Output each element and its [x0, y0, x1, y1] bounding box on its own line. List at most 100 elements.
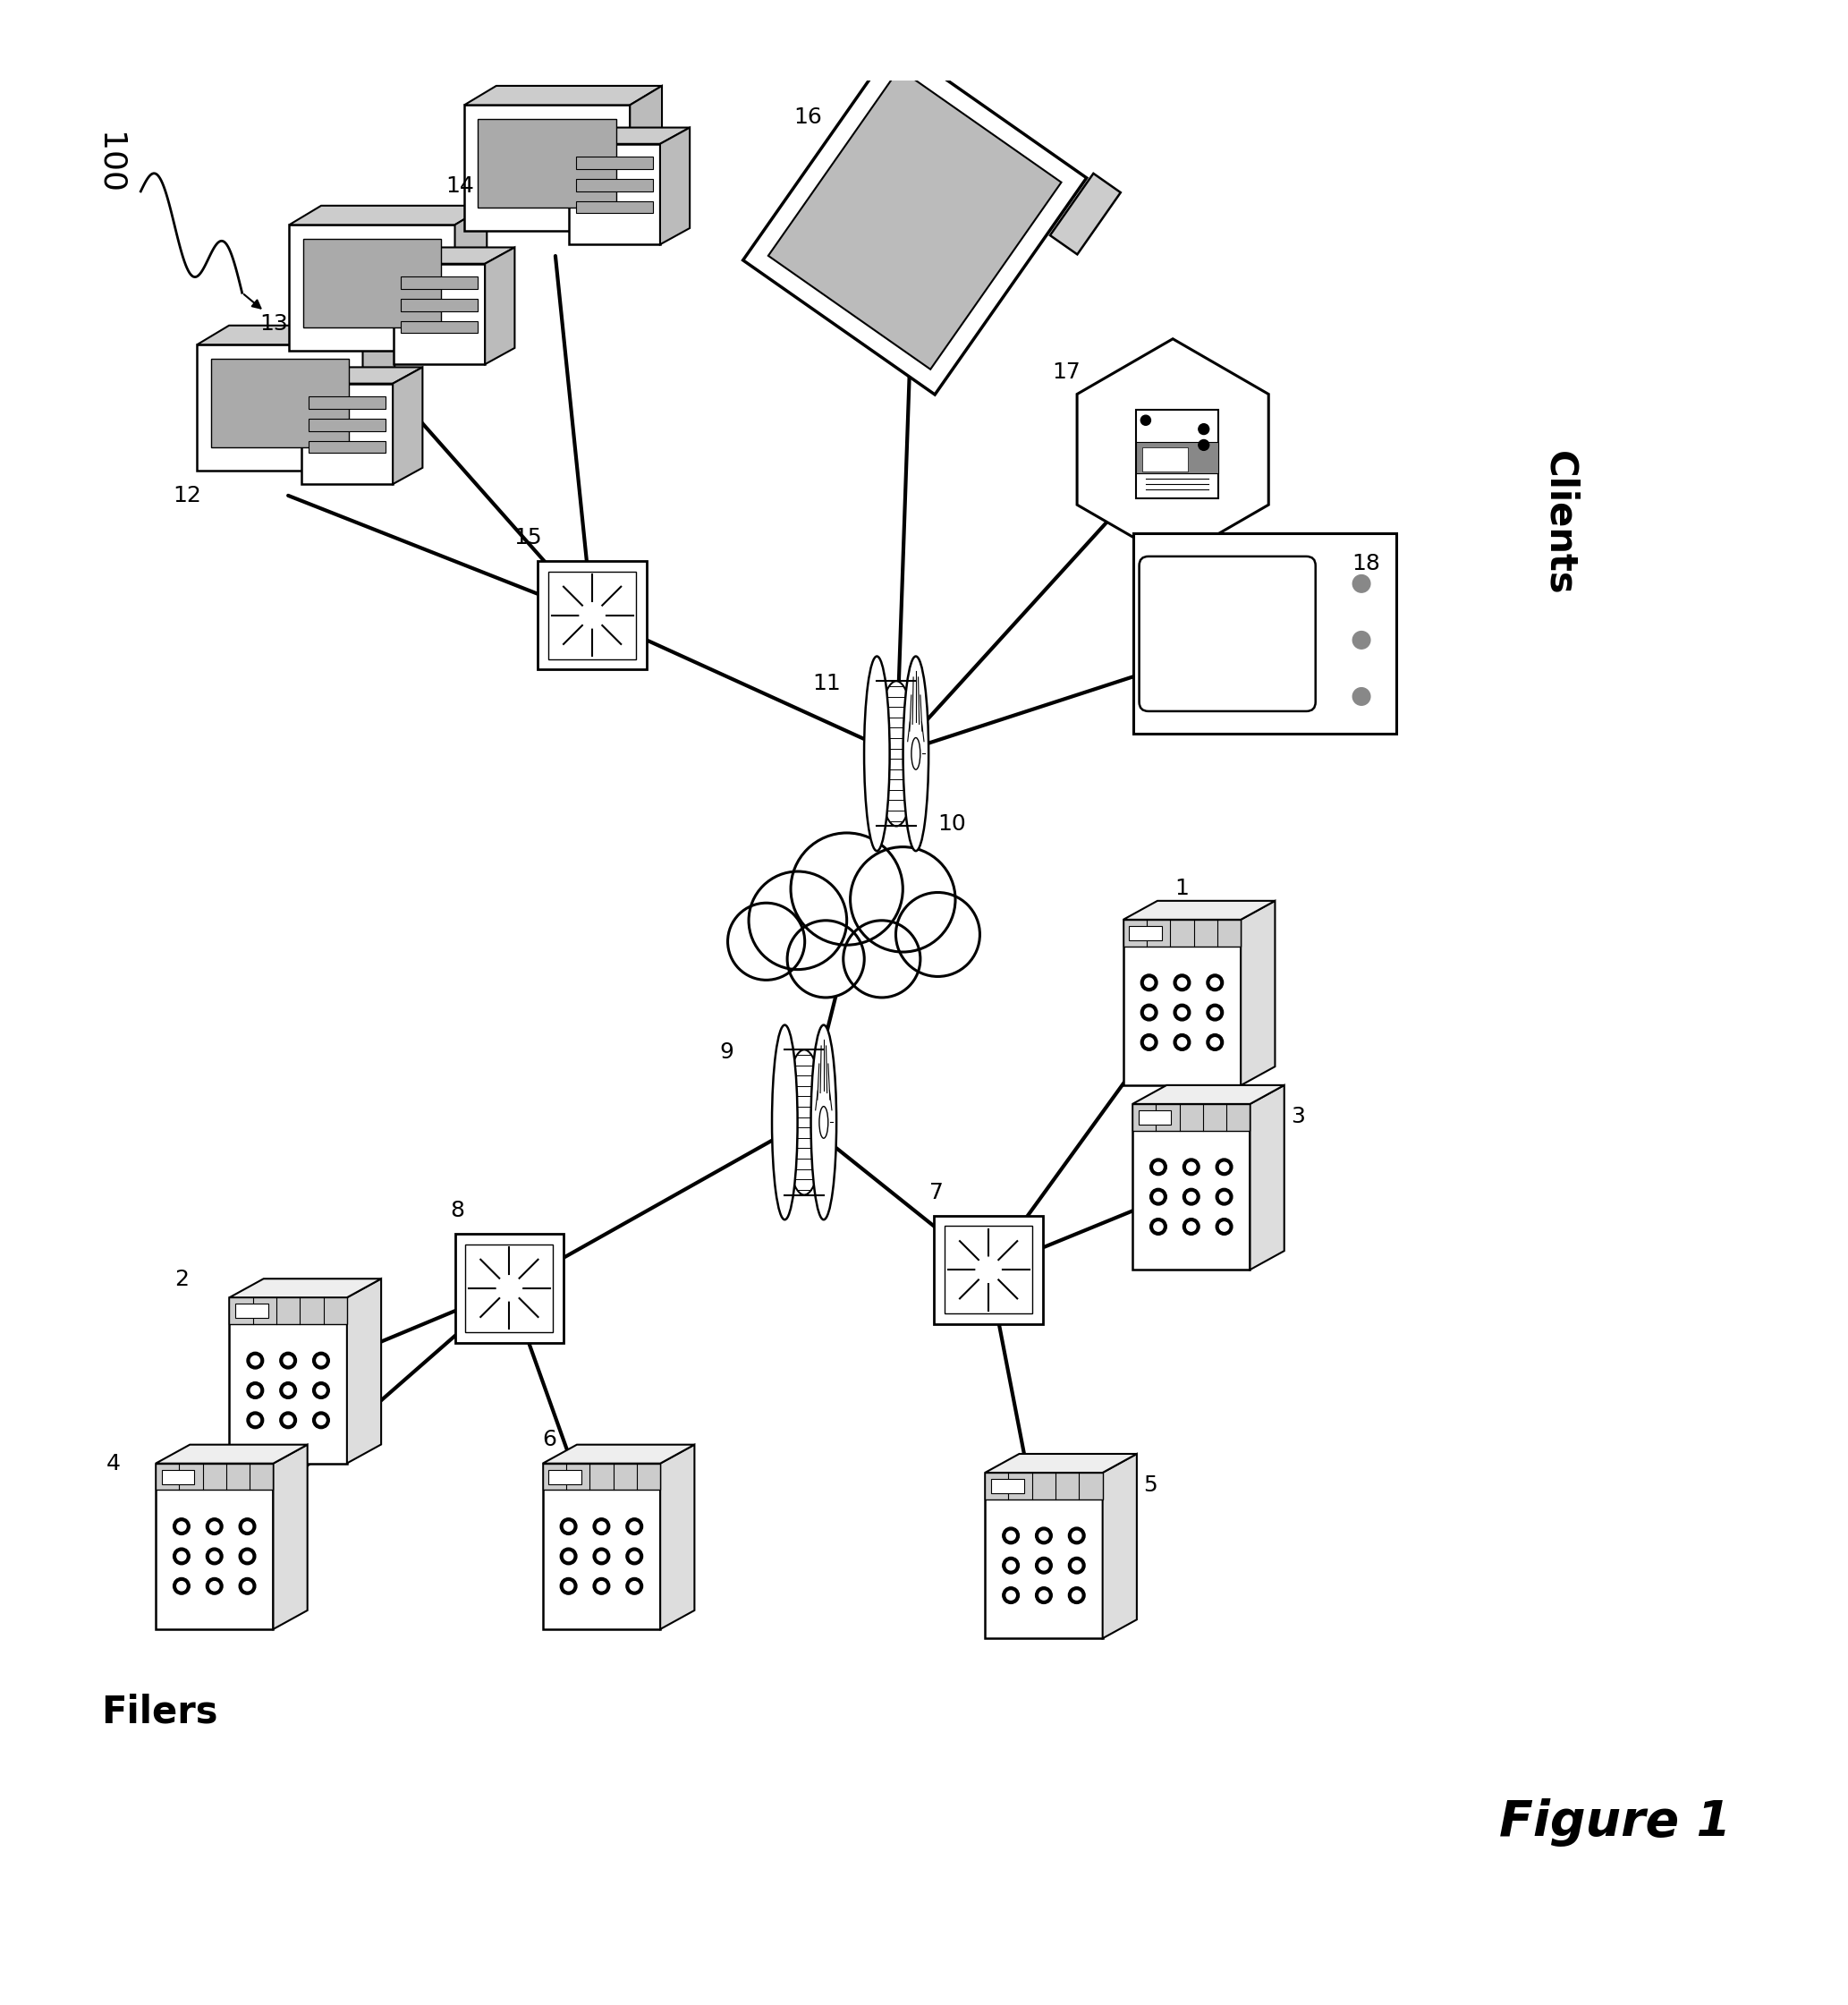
Polygon shape — [743, 44, 1087, 395]
Bar — [394, 265, 484, 365]
Ellipse shape — [811, 1025, 837, 1219]
Text: 8: 8 — [451, 1201, 466, 1221]
Circle shape — [1149, 1219, 1166, 1235]
Bar — [577, 178, 652, 190]
Circle shape — [896, 892, 979, 976]
Polygon shape — [229, 1279, 381, 1297]
Text: 17: 17 — [1052, 361, 1079, 383]
Circle shape — [1149, 1189, 1166, 1205]
Circle shape — [626, 1578, 643, 1594]
Circle shape — [242, 1582, 251, 1590]
Bar — [1138, 1111, 1172, 1125]
Polygon shape — [484, 247, 516, 365]
Circle shape — [1068, 1528, 1085, 1544]
Text: 10: 10 — [937, 812, 967, 834]
Circle shape — [1140, 1035, 1157, 1051]
Circle shape — [630, 1582, 639, 1590]
Polygon shape — [394, 247, 516, 265]
Polygon shape — [288, 207, 486, 225]
Circle shape — [211, 1582, 220, 1590]
Circle shape — [560, 1578, 577, 1594]
Circle shape — [580, 604, 604, 628]
Circle shape — [1216, 1219, 1233, 1235]
Circle shape — [1199, 439, 1209, 451]
Circle shape — [1007, 1590, 1015, 1600]
Circle shape — [1072, 1590, 1081, 1600]
Circle shape — [1173, 1005, 1190, 1021]
Bar — [464, 104, 630, 231]
Bar — [1137, 443, 1218, 473]
Polygon shape — [1050, 172, 1120, 255]
Circle shape — [1173, 974, 1190, 990]
Circle shape — [1199, 423, 1209, 435]
Circle shape — [593, 1578, 610, 1594]
Bar — [155, 1464, 274, 1630]
Circle shape — [174, 1518, 190, 1534]
Text: 3: 3 — [1292, 1107, 1305, 1127]
Bar — [1124, 920, 1240, 1085]
Circle shape — [1220, 1193, 1229, 1201]
Bar — [161, 1470, 194, 1484]
Polygon shape — [347, 1279, 381, 1464]
Polygon shape — [455, 207, 486, 351]
Circle shape — [1183, 1159, 1199, 1175]
Bar — [549, 1470, 582, 1484]
Circle shape — [1353, 632, 1369, 650]
Circle shape — [564, 1582, 573, 1590]
Circle shape — [1068, 1558, 1085, 1574]
Circle shape — [207, 1578, 224, 1594]
Bar — [543, 1464, 660, 1490]
Ellipse shape — [865, 656, 889, 850]
Circle shape — [1210, 1009, 1220, 1017]
Bar — [229, 1297, 347, 1323]
Bar — [229, 1297, 347, 1464]
FancyBboxPatch shape — [466, 1245, 553, 1331]
Circle shape — [597, 1552, 606, 1560]
Circle shape — [207, 1518, 224, 1534]
Text: 14: 14 — [445, 174, 473, 196]
Bar — [303, 239, 442, 327]
Circle shape — [248, 1351, 264, 1369]
Circle shape — [497, 1275, 521, 1301]
Circle shape — [1140, 974, 1157, 990]
Circle shape — [593, 1518, 610, 1534]
Polygon shape — [1249, 1085, 1284, 1269]
Circle shape — [1068, 1588, 1085, 1604]
FancyBboxPatch shape — [1138, 557, 1316, 712]
Circle shape — [850, 846, 955, 952]
Bar — [985, 1474, 1103, 1638]
Circle shape — [1207, 1005, 1223, 1021]
Circle shape — [1039, 1532, 1048, 1540]
Circle shape — [1183, 1219, 1199, 1235]
Circle shape — [279, 1351, 296, 1369]
Polygon shape — [769, 68, 1061, 369]
Circle shape — [1186, 1163, 1196, 1171]
Bar — [543, 1464, 660, 1630]
Circle shape — [626, 1548, 643, 1564]
Ellipse shape — [819, 1107, 828, 1139]
Text: 9: 9 — [719, 1041, 734, 1063]
Bar — [1142, 447, 1188, 471]
FancyBboxPatch shape — [935, 1215, 1042, 1323]
Text: 13: 13 — [259, 313, 288, 335]
Circle shape — [207, 1548, 224, 1564]
Circle shape — [976, 1257, 1002, 1283]
Circle shape — [787, 920, 865, 998]
Circle shape — [1153, 1163, 1162, 1171]
Ellipse shape — [772, 1025, 798, 1219]
Circle shape — [312, 1351, 329, 1369]
Bar — [235, 1303, 268, 1317]
Text: 6: 6 — [543, 1430, 556, 1450]
Circle shape — [1207, 1035, 1223, 1051]
Circle shape — [1153, 1193, 1162, 1201]
Circle shape — [316, 1385, 325, 1395]
Circle shape — [1035, 1558, 1052, 1574]
Circle shape — [1207, 974, 1223, 990]
Bar — [577, 201, 652, 213]
Circle shape — [242, 1522, 251, 1532]
Circle shape — [1002, 1528, 1020, 1544]
Text: 12: 12 — [172, 485, 201, 507]
Text: 18: 18 — [1353, 553, 1380, 575]
Circle shape — [1153, 1221, 1162, 1231]
Circle shape — [1072, 1562, 1081, 1570]
